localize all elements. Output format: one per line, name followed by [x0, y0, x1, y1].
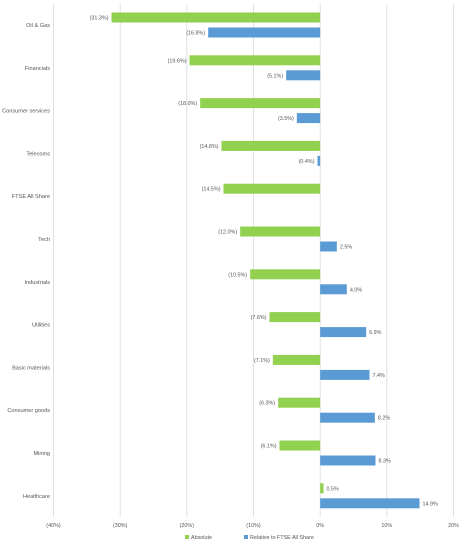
- data-label: (6.3%): [259, 401, 275, 407]
- data-label: 14.9%: [423, 501, 438, 507]
- bar-absolute: [279, 440, 321, 451]
- data-label: 8.3%: [379, 459, 391, 465]
- bar-absolute: [111, 12, 321, 23]
- bar-absolute: [278, 397, 321, 408]
- data-label: (5.1%): [267, 73, 283, 79]
- x-tick-label: (40%): [46, 523, 61, 529]
- bar-absolute: [223, 183, 321, 194]
- x-tick-label: 0%: [316, 523, 324, 529]
- x-tick-label: (20%): [180, 523, 195, 529]
- bar-absolute: [320, 483, 324, 494]
- data-label: (14.5%): [202, 187, 221, 193]
- bar-relative: [320, 327, 367, 338]
- category-labels: Oil & Gas Financials Consumer services Tele…: [2, 23, 50, 500]
- bar-relative: [320, 455, 376, 466]
- bar-absolute: [250, 269, 321, 280]
- bar-relative: [317, 155, 321, 166]
- gridlines: [53, 4, 454, 517]
- bar-relative: [296, 113, 321, 124]
- category-label: Mining: [34, 451, 50, 457]
- bar-absolute: [200, 98, 321, 109]
- bars: [111, 12, 420, 509]
- legend-swatch-relative: [244, 535, 248, 539]
- data-label: 0.5%: [327, 486, 339, 492]
- data-label: (0.4%): [299, 159, 315, 165]
- bar-absolute: [189, 55, 321, 66]
- data-label: (16.8%): [186, 31, 205, 37]
- bar-relative: [286, 70, 321, 81]
- legend-label-relative: Relative to FTSE All Share: [250, 535, 314, 541]
- data-label: 2.5%: [340, 245, 352, 251]
- data-label: 7.4%: [373, 373, 385, 379]
- x-tick-label: (30%): [113, 523, 128, 529]
- bar-absolute: [221, 140, 321, 151]
- data-label: (7.6%): [251, 315, 267, 321]
- bar-relative: [320, 498, 420, 509]
- category-label: Industrials: [25, 280, 51, 286]
- category-label: Basic materials: [12, 365, 50, 371]
- data-label: (12.0%): [218, 230, 237, 236]
- data-label: (10.5%): [228, 272, 247, 278]
- data-label: (19.6%): [168, 58, 187, 64]
- category-label: Oil & Gas: [26, 23, 50, 29]
- data-labels: (31.3%) (16.8%) (19.6%) (5.1%) (18.0%) (3.5%)…: [90, 16, 438, 508]
- data-label: (3.5%): [278, 116, 294, 122]
- data-label: 6.9%: [369, 330, 381, 336]
- bar-relative: [320, 241, 337, 252]
- data-label: (7.1%): [254, 358, 270, 364]
- category-label: Financials: [25, 66, 50, 72]
- bar-absolute: [269, 312, 321, 323]
- data-label: 4.0%: [350, 287, 362, 293]
- category-label: Consumer goods: [7, 408, 50, 414]
- x-tick-label: (10%): [246, 523, 261, 529]
- bar-relative: [320, 369, 370, 380]
- legend: Absolute Relative to FTSE All Share: [185, 535, 314, 541]
- data-label: 8.2%: [378, 416, 390, 422]
- category-label: FTSE All Share: [12, 194, 50, 200]
- bar-relative: [320, 284, 347, 295]
- data-label: (18.0%): [178, 101, 197, 107]
- category-label: Healthcare: [23, 494, 50, 500]
- data-label: (31.3%): [90, 16, 109, 22]
- data-label: (14.8%): [200, 144, 219, 150]
- bar-absolute: [240, 226, 321, 237]
- x-axis-ticks: (40%) (30%) (20%) (10%) 0% 10% 20%: [46, 523, 459, 529]
- legend-swatch-absolute: [185, 535, 189, 539]
- bar-absolute: [272, 354, 321, 365]
- data-label: (6.1%): [261, 444, 277, 450]
- x-tick-label: 20%: [448, 523, 459, 529]
- category-label: Tech: [38, 237, 50, 243]
- legend-label-absolute: Absolute: [191, 535, 212, 541]
- category-label: Telecoms: [26, 151, 50, 157]
- category-label: Utilities: [32, 323, 50, 329]
- bar-relative: [320, 412, 375, 423]
- bar-relative: [208, 27, 321, 38]
- x-tick-label: 10%: [381, 523, 392, 529]
- category-label: Consumer services: [2, 109, 50, 115]
